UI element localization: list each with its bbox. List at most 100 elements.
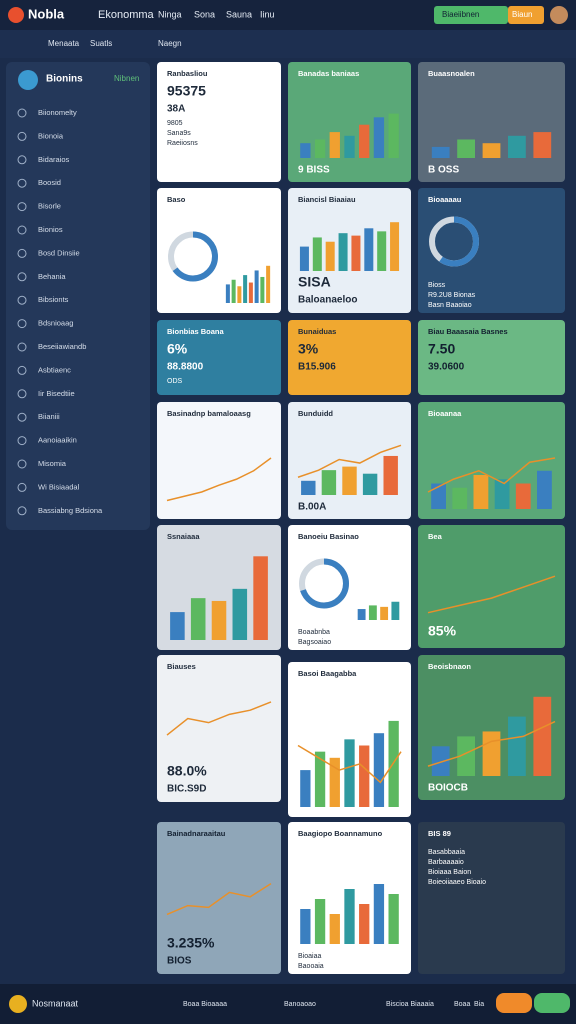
sidebar-icon	[17, 248, 27, 258]
bar	[344, 135, 355, 158]
button-label[interactable]: Biaeiibnen	[442, 10, 479, 19]
sub-bar	[0, 30, 576, 58]
sidebar-item[interactable]: Asbtiaenc	[38, 365, 71, 374]
card-title: Baso	[167, 195, 186, 204]
bar	[359, 124, 370, 158]
bar	[388, 113, 399, 158]
card[interactable]	[418, 655, 565, 800]
card-value2: 38A	[167, 104, 185, 115]
card-sub: Bioaiaa	[298, 953, 321, 960]
sub-nav: Suatls	[90, 39, 112, 48]
bar	[508, 135, 526, 158]
card-value2: Baloanaeloo	[298, 295, 357, 306]
sidebar-item[interactable]: Bisorle	[38, 202, 61, 211]
card-sub: Bagsoaiao	[298, 639, 331, 646]
card[interactable]	[157, 525, 281, 650]
sidebar-item[interactable]: Beseiiawiandb	[38, 342, 86, 351]
line	[427, 720, 556, 767]
bar	[170, 612, 185, 640]
card-value2: B15.906	[298, 362, 336, 373]
nav-item[interactable]: Sauna	[226, 9, 252, 19]
sidebar-item[interactable]: Bionios	[38, 225, 63, 234]
sidebar-item[interactable]: Misomia	[38, 459, 67, 468]
footer-item[interactable]: Boaa Bioaaaa	[183, 1001, 227, 1008]
sidebar-item[interactable]: Bdsnioaag	[38, 319, 73, 328]
footer-logo	[9, 995, 27, 1013]
card-value: 6%	[167, 341, 188, 357]
sidebar-item[interactable]: Biianiii	[38, 412, 60, 421]
button-label: Biaun	[512, 10, 532, 19]
bar	[237, 286, 242, 303]
card-sub: Basn Baaoiao	[428, 302, 472, 309]
donut	[168, 231, 218, 282]
sidebar-item[interactable]: Boosid	[38, 178, 61, 187]
sidebar-item[interactable]: Behania	[38, 272, 66, 281]
bar	[482, 143, 501, 158]
nav-item[interactable]: Ekonomma	[98, 9, 155, 21]
bar	[390, 222, 400, 271]
sidebar-item[interactable]: Bibsionts	[38, 295, 69, 304]
footer-btn[interactable]	[534, 993, 570, 1013]
card[interactable]	[288, 320, 411, 395]
nav-item[interactable]: Ninga	[158, 9, 182, 19]
card-sub: Barbaaaaio	[428, 859, 464, 866]
bar	[231, 279, 236, 303]
footer-item[interactable]: Boaa	[454, 1001, 470, 1008]
card-title: Bainadnaraaitau	[167, 829, 226, 838]
card[interactable]	[418, 320, 565, 395]
sidebar-item[interactable]: Wi Bisiaadal	[38, 482, 80, 491]
card-sub: Boieoiiaaeo Bioaio	[428, 879, 486, 886]
card[interactable]	[418, 822, 565, 974]
bar	[266, 265, 271, 303]
bar	[373, 117, 385, 158]
button-bg[interactable]	[434, 6, 508, 24]
card-title: Biauses	[167, 662, 196, 671]
sub-nav: Menaata	[48, 39, 80, 48]
bar	[508, 716, 526, 776]
card[interactable]	[418, 525, 565, 648]
card[interactable]	[157, 188, 281, 313]
card[interactable]	[418, 62, 565, 182]
card[interactable]	[157, 402, 281, 519]
footer-btn[interactable]	[496, 993, 532, 1013]
bar	[321, 470, 337, 495]
sidebar-item[interactable]: Bionoia	[38, 131, 64, 140]
card-sub: R9.2U8 Bionas	[428, 292, 476, 299]
footer-item[interactable]: Banoaoao	[284, 1001, 316, 1008]
sidebar	[6, 62, 150, 530]
card[interactable]	[157, 320, 281, 395]
sidebar-item[interactable]: Aanoiaaikin	[38, 436, 77, 445]
card-title: BIS 89	[428, 829, 451, 838]
card-title: Beoisbnaon	[428, 662, 471, 671]
sidebar-item[interactable]: Iir Bisedtiie	[38, 389, 75, 398]
footer-item[interactable]: Biscioa Biaaaia	[386, 1001, 434, 1008]
bar	[342, 466, 357, 495]
sidebar-item[interactable]: Biionomelty	[38, 108, 77, 117]
sidebar-item[interactable]: Bassiabng Bdsiona	[38, 506, 103, 515]
sidebar-icon	[17, 482, 27, 492]
bar	[515, 483, 531, 509]
card[interactable]	[157, 62, 281, 182]
bar	[225, 284, 230, 303]
footer-item[interactable]: Bia	[474, 1001, 484, 1008]
button2-bg[interactable]	[508, 6, 544, 24]
card-value2: 88.8800	[167, 362, 204, 373]
nav-item[interactable]: Sona	[194, 9, 215, 19]
card[interactable]	[288, 188, 411, 313]
line	[297, 744, 402, 784]
sidebar-icon	[17, 225, 27, 235]
sub-nav: Naegn	[158, 39, 182, 48]
line	[427, 457, 556, 493]
card-sub: Raeiiosns	[167, 140, 198, 147]
card[interactable]	[288, 402, 411, 519]
sidebar-item[interactable]: Bosd Dinsiie	[38, 248, 80, 257]
card[interactable]	[157, 655, 281, 802]
card[interactable]	[157, 822, 281, 974]
card-value2: 39.0600	[428, 362, 465, 373]
bar	[494, 479, 510, 509]
card-sub: Bioiaaa Baion	[428, 869, 471, 876]
bar	[383, 455, 398, 495]
sidebar-item[interactable]: Bidaraios	[38, 155, 70, 164]
nav-item[interactable]: Iinu	[260, 9, 275, 19]
bar	[253, 556, 268, 640]
